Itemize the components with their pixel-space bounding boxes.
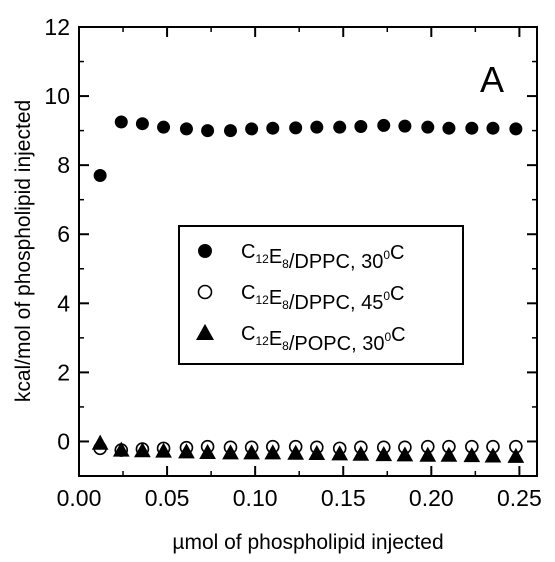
filled-triangle-point	[134, 442, 151, 458]
filled-triangle-point	[112, 441, 130, 457]
legend-box	[178, 225, 464, 365]
filled-circle-point	[198, 244, 212, 258]
filled-triangle-point	[91, 434, 109, 450]
filled-circle-point	[442, 121, 456, 135]
x-tick-label: 0.15	[321, 485, 366, 511]
tick-labels: 0.00 0.05 0.10 0.15 0.20 0.25 0 2 4 6 8 10 12	[44, 14, 541, 511]
filled-triangle-point	[199, 443, 216, 460]
x-tick-label: 0.00	[57, 485, 102, 511]
open-circle-point	[197, 284, 213, 300]
filled-triangle-point	[222, 444, 239, 460]
filled-triangle-point	[243, 444, 260, 460]
y-tick-label: 10	[44, 83, 70, 109]
filled-circle-point	[421, 120, 435, 134]
filled-triangle-point	[419, 446, 437, 462]
data-markers	[91, 115, 525, 463]
filled-circle-point	[354, 119, 368, 133]
filled-triangle-point	[396, 446, 414, 462]
y-tick-label: 2	[57, 359, 70, 385]
legend-entry-label: C12E8/DPPC, 450C	[241, 282, 404, 314]
y-tick-label: 6	[57, 221, 70, 247]
x-tick-label: 0.25	[497, 485, 542, 511]
y-tick-label: 4	[57, 290, 70, 316]
x-tick-label: 0.05	[145, 485, 190, 511]
x-axis-title: µmol of phospholipid injected	[172, 531, 443, 554]
y-axis-title: kcal/mol of phospholipid injected	[12, 100, 35, 402]
filled-circle-point	[398, 119, 412, 133]
filled-triangle-point	[463, 447, 481, 463]
filled-triangle-point	[507, 447, 525, 463]
filled-circle-point	[266, 121, 280, 135]
filled-triangle-point	[440, 446, 458, 462]
filled-circle-point	[135, 117, 149, 131]
legend-entries: C12E8/DPPC, 300C C12E8/DPPC, 450C C12E8/PO…	[196, 241, 406, 355]
filled-circle-point	[310, 120, 324, 134]
filled-circle-point	[333, 120, 347, 134]
filled-circle-point	[377, 118, 391, 132]
filled-circle-point	[179, 122, 193, 136]
filled-circle-point	[486, 121, 500, 135]
filled-circle-point	[114, 115, 128, 129]
filled-circle-point	[223, 124, 237, 138]
filled-circle-point	[289, 121, 303, 135]
filled-circle-point	[201, 124, 215, 138]
legend-entry-label: C12E8/DPPC, 300C	[241, 241, 404, 273]
y-tick-label: 8	[57, 152, 70, 178]
filled-triangle-point	[331, 445, 349, 461]
filled-triangle-point	[352, 445, 370, 461]
ticks	[78, 26, 537, 477]
plot-frame	[78, 26, 538, 477]
x-tick-label: 0.20	[409, 485, 454, 511]
filled-triangle-point	[196, 323, 214, 340]
filled-circle-point	[157, 120, 171, 134]
legend-entry-label: C12E8/POPC, 300C	[241, 323, 406, 355]
filled-triangle-point	[308, 445, 326, 461]
filled-circle-point	[465, 121, 479, 135]
filled-triangle-point	[178, 443, 195, 459]
filled-triangle-point	[155, 442, 172, 458]
filled-triangle-point	[287, 444, 305, 460]
filled-triangle-point	[484, 447, 502, 463]
filled-circle-point	[245, 122, 259, 136]
legend: C12E8/DPPC, 300C C12E8/DPPC, 450C C12E8/PO…	[178, 225, 464, 365]
filled-triangle-point	[264, 444, 282, 460]
y-tick-label: 0	[57, 428, 70, 454]
x-tick-label: 0.10	[233, 485, 278, 511]
panel-label: A	[480, 59, 504, 100]
y-tick-label: 12	[44, 14, 70, 40]
filled-triangle-point	[375, 446, 393, 462]
filled-circle-point	[509, 122, 523, 136]
filled-circle-point	[93, 169, 107, 183]
